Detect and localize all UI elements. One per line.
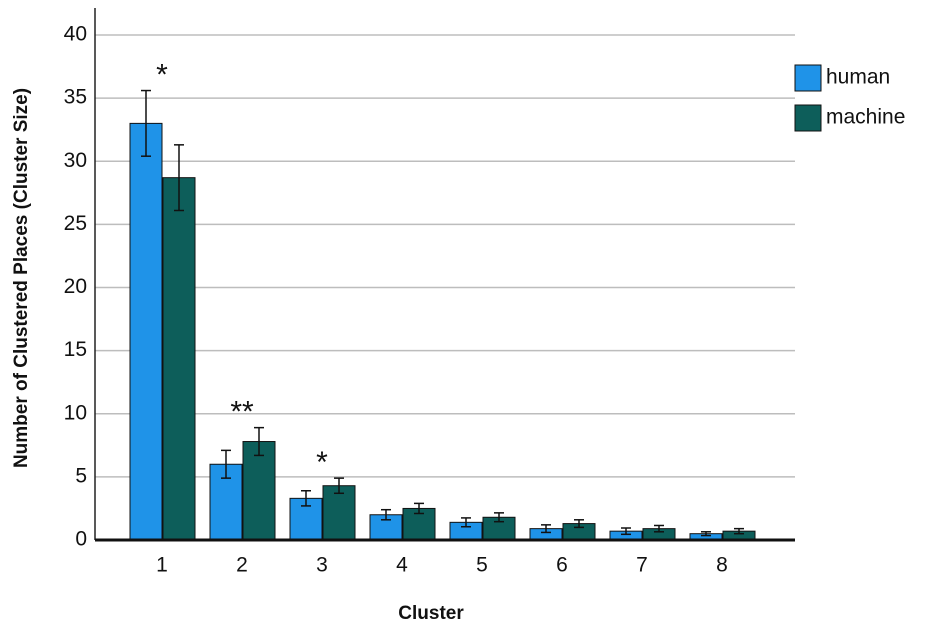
error-bar [221,449,231,479]
error-bar [734,527,744,535]
error-bar [461,517,471,528]
bar [162,177,196,541]
x-tick-label: 5 [476,554,488,577]
y-tick-label: 40 [64,23,87,46]
error-bar [174,144,184,212]
x-tick-label: 4 [396,554,408,577]
error-bar [334,477,344,495]
annotation: * [156,58,168,91]
error-bar [621,527,631,536]
error-bar [494,512,504,523]
error-bar [654,524,664,533]
legend-label: human [826,66,890,89]
y-tick-label: 25 [64,212,87,235]
error-bar [141,89,151,157]
y-tick-label: 0 [75,528,87,551]
error-bar [541,524,551,534]
y-tick-label: 35 [64,86,87,109]
annotation: * [316,446,328,479]
y-tick-label: 20 [64,275,87,298]
y-tick-label: 5 [75,464,87,487]
x-tick-label: 7 [636,554,648,577]
x-tick-label: 1 [156,554,168,577]
error-bar [381,508,391,521]
y-tick-label: 30 [64,149,87,172]
error-bar [574,519,584,529]
x-tick-label: 2 [236,554,248,577]
legend-swatch [794,104,822,132]
error-bar [701,531,711,537]
annotation: ** [230,396,254,429]
error-bar [254,426,264,457]
x-tick-label: 6 [556,554,568,577]
error-bar [301,490,311,507]
bar [129,122,163,541]
y-tick-label: 15 [64,338,87,361]
x-tick-label: 8 [716,554,728,577]
y-tick-label: 10 [64,401,87,424]
error-bar [414,502,424,515]
y-axis-title: Number of Clustered Places (Cluster Size… [11,88,32,468]
legend-swatch [794,64,822,92]
x-axis-title: Cluster [398,603,464,624]
x-tick-label: 3 [316,554,328,577]
legend-label: machine [826,106,905,129]
bar [242,441,276,541]
